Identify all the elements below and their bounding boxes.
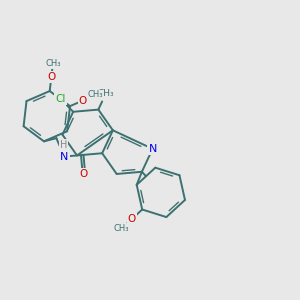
Text: CH₃: CH₃ xyxy=(98,89,114,98)
Text: Cl: Cl xyxy=(56,94,66,104)
Text: CH₃: CH₃ xyxy=(88,91,103,100)
Text: O: O xyxy=(79,96,87,106)
Text: H: H xyxy=(60,140,67,150)
Text: N: N xyxy=(148,144,157,154)
Text: CH₃: CH₃ xyxy=(45,59,61,68)
Text: O: O xyxy=(80,169,88,179)
Text: N: N xyxy=(60,152,68,162)
Text: O: O xyxy=(47,72,56,82)
Text: O: O xyxy=(128,214,136,224)
Text: CH₃: CH₃ xyxy=(114,224,129,233)
